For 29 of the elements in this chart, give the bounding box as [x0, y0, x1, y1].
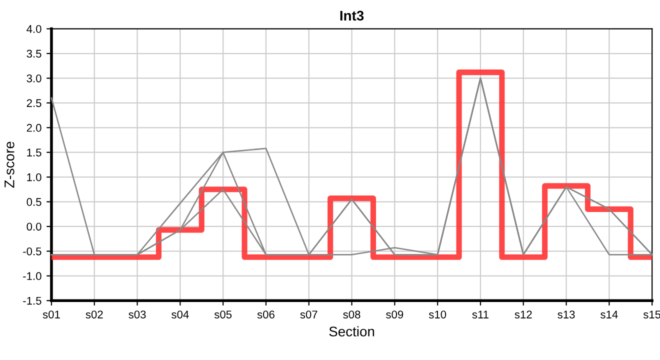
x-tick-label: s13	[558, 310, 575, 318]
y-tick-label: 2.5	[26, 99, 42, 108]
y-tick-label: -0.5	[23, 247, 42, 256]
y-tick-label: 2.0	[26, 124, 42, 132]
x-axis-title: Section	[329, 326, 374, 336]
x-tick-label: s09	[386, 310, 404, 318]
x-tick-label: s08	[343, 310, 360, 318]
y-axis-title: Z-score	[4, 142, 14, 188]
x-tick-label: s02	[86, 310, 103, 318]
y-tick-label: 3.0	[26, 74, 42, 82]
y-tick-label: 1.5	[27, 148, 42, 156]
y-tick-label: 0.5	[26, 198, 42, 206]
x-tick-label: s06	[257, 310, 274, 318]
y-tick-label: 0.0	[26, 222, 42, 231]
x-tick-label: s03	[128, 310, 146, 318]
x-tick-label: s14	[600, 310, 618, 318]
x-tick-label: s05	[214, 310, 232, 318]
x-tick-label: s01	[42, 310, 60, 318]
x-tick-label: s11	[472, 310, 488, 318]
y-tick-label: 4.0	[26, 25, 42, 33]
x-tick-label: s12	[514, 310, 532, 318]
y-tick-label: 1.0	[27, 173, 42, 182]
y-tick-label: -1.5	[23, 296, 42, 305]
x-tick-label: s04	[172, 310, 189, 318]
y-tick-label: 3.5	[26, 50, 42, 58]
x-tick-label: s07	[300, 310, 318, 318]
y-tick-label: -1.0	[23, 272, 42, 280]
chart-title: Int3	[340, 10, 364, 21]
x-tick-label: s10	[428, 310, 446, 318]
